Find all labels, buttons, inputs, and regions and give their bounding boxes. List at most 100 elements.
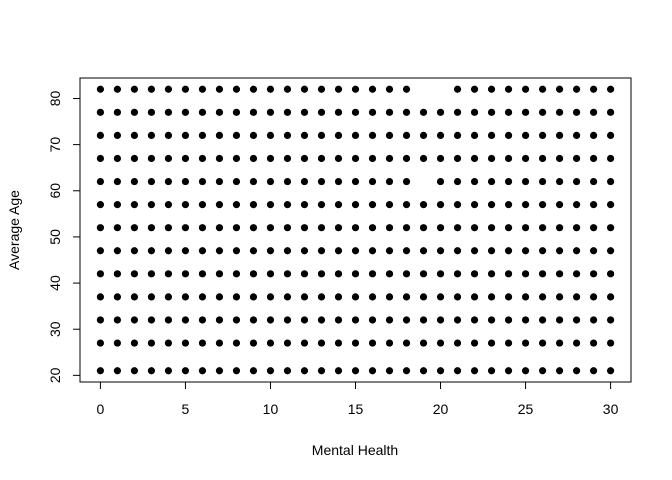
- point: [96, 131, 105, 140]
- point: [555, 270, 564, 278]
- point: [572, 177, 581, 186]
- point: [181, 316, 190, 324]
- point: [572, 316, 581, 324]
- point: [232, 131, 241, 140]
- point: [504, 85, 513, 93]
- point: [606, 367, 615, 375]
- x-tick-label: 30: [603, 401, 619, 417]
- point: [147, 85, 156, 93]
- point: [436, 131, 445, 140]
- point: [164, 339, 173, 347]
- point: [198, 108, 207, 116]
- point: [470, 293, 479, 301]
- point: [113, 201, 122, 209]
- point: [351, 131, 360, 140]
- point: [181, 154, 190, 163]
- point: [181, 224, 190, 232]
- point: [470, 201, 479, 209]
- point: [521, 367, 530, 375]
- point: [147, 339, 156, 347]
- point: [317, 339, 326, 347]
- point: [555, 108, 564, 116]
- point: [521, 224, 530, 232]
- point: [504, 177, 513, 186]
- point: [266, 131, 275, 140]
- point: [555, 247, 564, 255]
- point: [164, 201, 173, 209]
- point: [215, 154, 224, 163]
- point: [300, 131, 309, 140]
- point: [300, 224, 309, 232]
- point: [283, 154, 292, 163]
- point: [351, 367, 360, 375]
- point: [317, 247, 326, 255]
- point: [283, 270, 292, 278]
- point: [419, 108, 428, 116]
- point: [419, 270, 428, 278]
- point: [504, 154, 513, 163]
- point: [419, 339, 428, 347]
- point: [385, 293, 394, 301]
- point: [266, 339, 275, 347]
- point: [453, 316, 462, 324]
- point: [402, 131, 411, 140]
- point: [249, 367, 258, 375]
- point: [555, 367, 564, 375]
- point: [504, 131, 513, 140]
- point: [164, 131, 173, 140]
- point: [521, 293, 530, 301]
- point: [249, 201, 258, 209]
- point: [504, 293, 513, 301]
- point: [232, 293, 241, 301]
- point: [402, 108, 411, 116]
- point: [589, 224, 598, 232]
- point: [419, 367, 428, 375]
- point: [147, 316, 156, 324]
- point: [351, 270, 360, 278]
- point: [317, 316, 326, 324]
- point: [504, 316, 513, 324]
- point: [453, 177, 462, 186]
- point: [147, 131, 156, 140]
- point: [538, 154, 547, 163]
- point: [538, 270, 547, 278]
- point: [232, 201, 241, 209]
- point: [181, 339, 190, 347]
- point: [368, 270, 377, 278]
- point: [351, 339, 360, 347]
- y-tick-label: 50: [47, 229, 63, 245]
- point: [521, 339, 530, 347]
- y-tick-label: 70: [47, 137, 63, 153]
- point: [198, 316, 207, 324]
- point: [232, 270, 241, 278]
- point: [351, 154, 360, 163]
- point: [164, 85, 173, 93]
- point: [521, 131, 530, 140]
- point: [249, 247, 258, 255]
- point: [453, 293, 462, 301]
- point: [198, 85, 207, 93]
- point: [538, 131, 547, 140]
- point: [470, 316, 479, 324]
- point: [164, 154, 173, 163]
- point: [164, 247, 173, 255]
- point: [198, 224, 207, 232]
- point: [521, 270, 530, 278]
- point: [283, 201, 292, 209]
- point: [555, 293, 564, 301]
- point: [232, 247, 241, 255]
- point: [215, 270, 224, 278]
- point: [606, 316, 615, 324]
- point: [385, 247, 394, 255]
- point: [283, 224, 292, 232]
- point: [215, 177, 224, 186]
- point: [232, 339, 241, 347]
- point: [317, 201, 326, 209]
- point: [487, 131, 496, 140]
- point: [385, 339, 394, 347]
- point: [266, 108, 275, 116]
- point: [589, 177, 598, 186]
- point: [589, 367, 598, 375]
- point: [385, 85, 394, 93]
